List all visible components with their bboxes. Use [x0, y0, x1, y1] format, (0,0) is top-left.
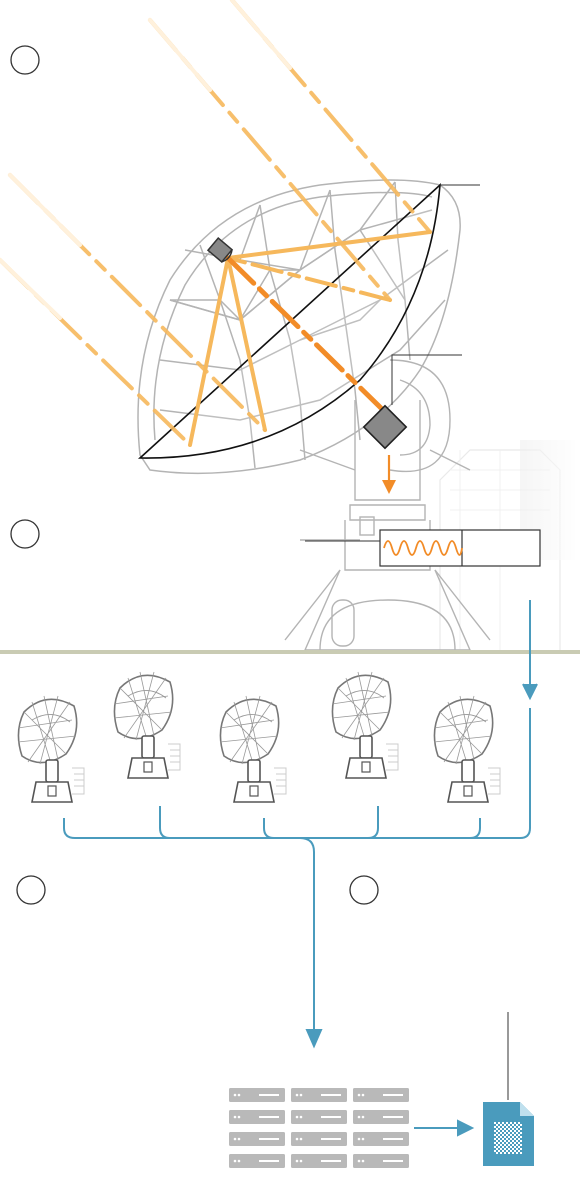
callout-lines: [305, 184, 480, 542]
antenna-array: [17, 671, 501, 803]
step-4: [349, 875, 379, 905]
receiver-icon: [362, 404, 408, 450]
antenna-icon: [17, 695, 85, 803]
network-lines: [63, 600, 538, 1137]
signal-wave: [383, 540, 463, 556]
data-file-icon: [483, 1102, 534, 1166]
step-3: [16, 875, 46, 905]
signal-box: [379, 529, 541, 567]
antenna-icon: [331, 671, 399, 779]
incoming-rays: [0, 0, 432, 447]
dish-truss: [137, 179, 461, 475]
down-arrow-icon: [382, 455, 396, 494]
subreflector-icon: [206, 237, 234, 263]
step-1: [10, 45, 40, 75]
receiver-callout: [391, 354, 462, 405]
antenna-icon: [219, 695, 287, 803]
step-2: [10, 519, 40, 549]
antenna-icon: [433, 695, 501, 803]
focused-beam: [225, 255, 388, 415]
antenna-icon: [113, 671, 181, 779]
server-rack-icon: [229, 1088, 409, 1168]
reflected-rays: [188, 230, 432, 447]
